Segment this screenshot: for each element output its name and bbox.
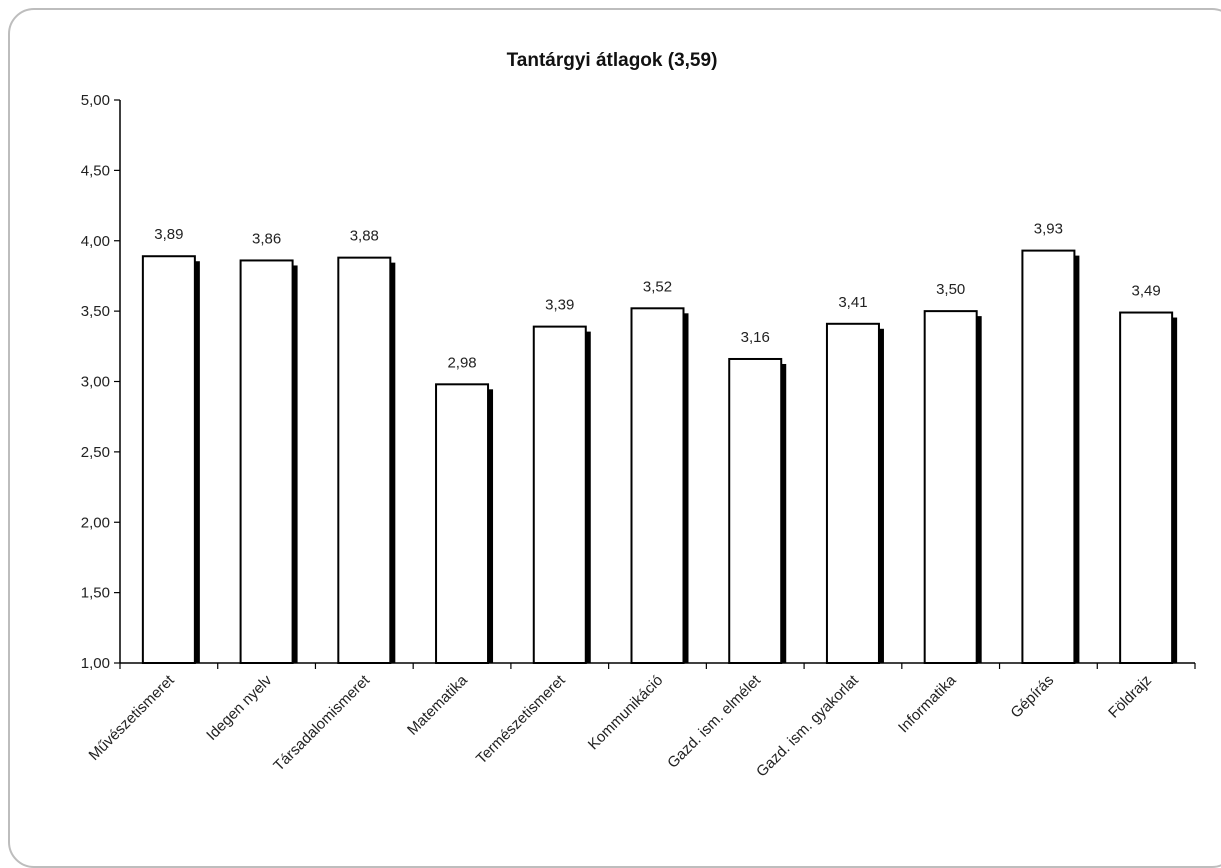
data-label: 2,98 (447, 354, 476, 371)
chart-title: Tantárgyi átlagok (3,59) (507, 50, 718, 71)
y-tick-label: 4,50 (81, 162, 110, 179)
y-tick-label: 1,50 (81, 585, 110, 602)
data-label: 3,93 (1034, 221, 1063, 238)
bar (728, 357, 783, 664)
bar (532, 325, 587, 664)
data-label: 3,89 (154, 226, 183, 243)
y-tick-label: 3,50 (81, 303, 110, 320)
y-tick-label: 2,00 (81, 514, 110, 531)
x-tick-label: Művészetismeret (86, 671, 179, 764)
bar (1021, 249, 1076, 664)
x-tick-label: Kommunikáció (585, 672, 667, 754)
bar (435, 383, 490, 664)
x-tick-label: Gazd. ism. elmélet (664, 671, 764, 771)
data-label: 3,39 (545, 297, 574, 314)
x-tick-label: Földrajz (1105, 672, 1155, 722)
data-label: 3,50 (936, 281, 965, 298)
data-label: 3,16 (741, 329, 770, 346)
x-tick-label: Matematika (404, 671, 471, 738)
y-tick-label: 4,00 (81, 233, 110, 250)
x-tick-label: Társadalomismeret (270, 671, 373, 774)
x-tick-labels: Művészetismeret Idegen nyelvTársadalomism… (86, 671, 1155, 780)
data-label: 3,49 (1132, 283, 1161, 300)
x-tick-label: Természetismeret (473, 671, 569, 767)
bar (239, 259, 294, 664)
y-tick-label: 1,00 (81, 655, 110, 672)
bar (337, 256, 392, 664)
y-tick-label: 2,50 (81, 444, 110, 461)
y-axis: 1,00 1,50 2,00 2,50 3,00 3,50 4,00 4,50 5,00 (81, 92, 121, 672)
data-label: 3,41 (838, 294, 867, 311)
x-tick-label: Gazd. ism. gyakorlat (753, 671, 862, 780)
data-label: 3,86 (252, 230, 281, 247)
x-tick-label: Gépírás (1007, 672, 1057, 722)
bar (630, 307, 685, 664)
data-labels: 3,89 3,86 3,88 2,98 3,39 3,52 3,16 3,41 3,50 3,93… (154, 221, 1160, 372)
data-label: 3,52 (643, 278, 672, 295)
bar (1119, 311, 1174, 664)
y-tick-label: 3,00 (81, 374, 110, 391)
x-tick-label: Informatika (895, 671, 960, 736)
chart-frame (8, 8, 1221, 868)
x-tick-label: Idegen nyelv (203, 671, 276, 744)
bar (923, 310, 978, 664)
bar (141, 255, 196, 664)
y-tick-label: 5,00 (81, 92, 110, 109)
bar (825, 322, 880, 664)
bars (141, 249, 1178, 664)
data-label: 3,88 (350, 228, 379, 245)
